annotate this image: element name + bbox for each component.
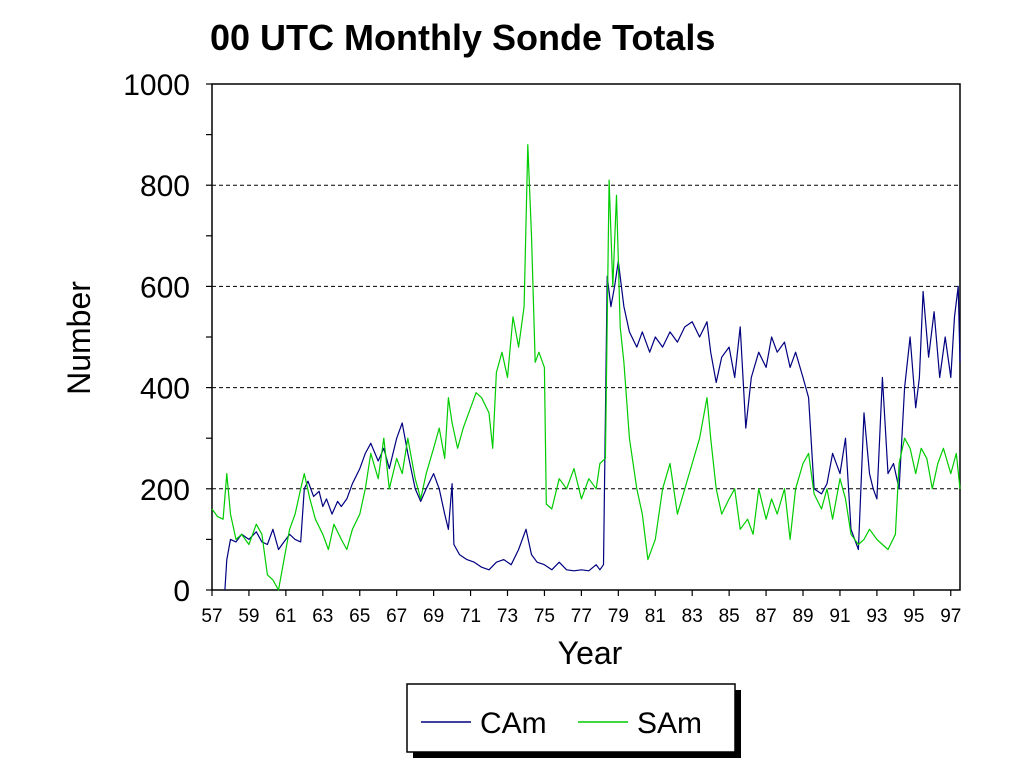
- series-line-sam: [211, 144, 961, 591]
- x-axis: 57 59 61 63 65 67 69 71 73 75 77 79 81 83 85 87 89 91 93 95…: [201, 590, 961, 627]
- y-axis: 0 200 400 600 800 1000: [123, 69, 212, 608]
- x-tick-label: 73: [497, 606, 518, 627]
- x-tick-label: 63: [312, 606, 333, 627]
- y-tick-label: 200: [140, 474, 190, 507]
- x-tick-label: 67: [386, 606, 407, 627]
- x-tick-label: 79: [608, 606, 629, 627]
- legend: CAm SAm: [406, 683, 741, 758]
- x-axis-label: Year: [558, 635, 623, 671]
- x-tick-label: 89: [792, 606, 813, 627]
- x-tick-label: 93: [866, 606, 887, 627]
- y-tick-label: 0: [173, 575, 190, 608]
- x-tick-label: 61: [275, 606, 296, 627]
- x-tick-label: 75: [534, 606, 555, 627]
- chart-title: 00 UTC Monthly Sonde Totals: [210, 17, 715, 58]
- x-tick-label: 71: [460, 606, 481, 627]
- y-axis-label: Number: [61, 281, 97, 395]
- gridlines: [212, 184, 960, 490]
- x-tick-label: 69: [423, 606, 444, 627]
- legend-box: [406, 683, 736, 753]
- y-tick-label: 600: [140, 271, 190, 304]
- x-tick-label: 95: [903, 606, 924, 627]
- x-tick-label: 81: [645, 606, 666, 627]
- y-tick-label: 800: [140, 170, 190, 203]
- series-layer: [211, 144, 961, 591]
- x-tick-label: 97: [940, 606, 961, 627]
- x-tick-label: 83: [682, 606, 703, 627]
- x-tick-label: 59: [238, 606, 259, 627]
- x-tick-label: 91: [829, 606, 850, 627]
- x-tick-label: 65: [349, 606, 370, 627]
- x-tick-label: 87: [756, 606, 777, 627]
- y-tick-label: 400: [140, 373, 190, 406]
- legend-label-cam: CAm: [480, 707, 547, 740]
- legend-label-sam: SAm: [637, 707, 702, 740]
- x-tick-label: 85: [719, 606, 740, 627]
- y-tick-label: 1000: [123, 69, 190, 102]
- series-line-cam: [224, 260, 961, 591]
- x-tick-label: 57: [201, 606, 222, 627]
- x-tick-label: 77: [571, 606, 592, 627]
